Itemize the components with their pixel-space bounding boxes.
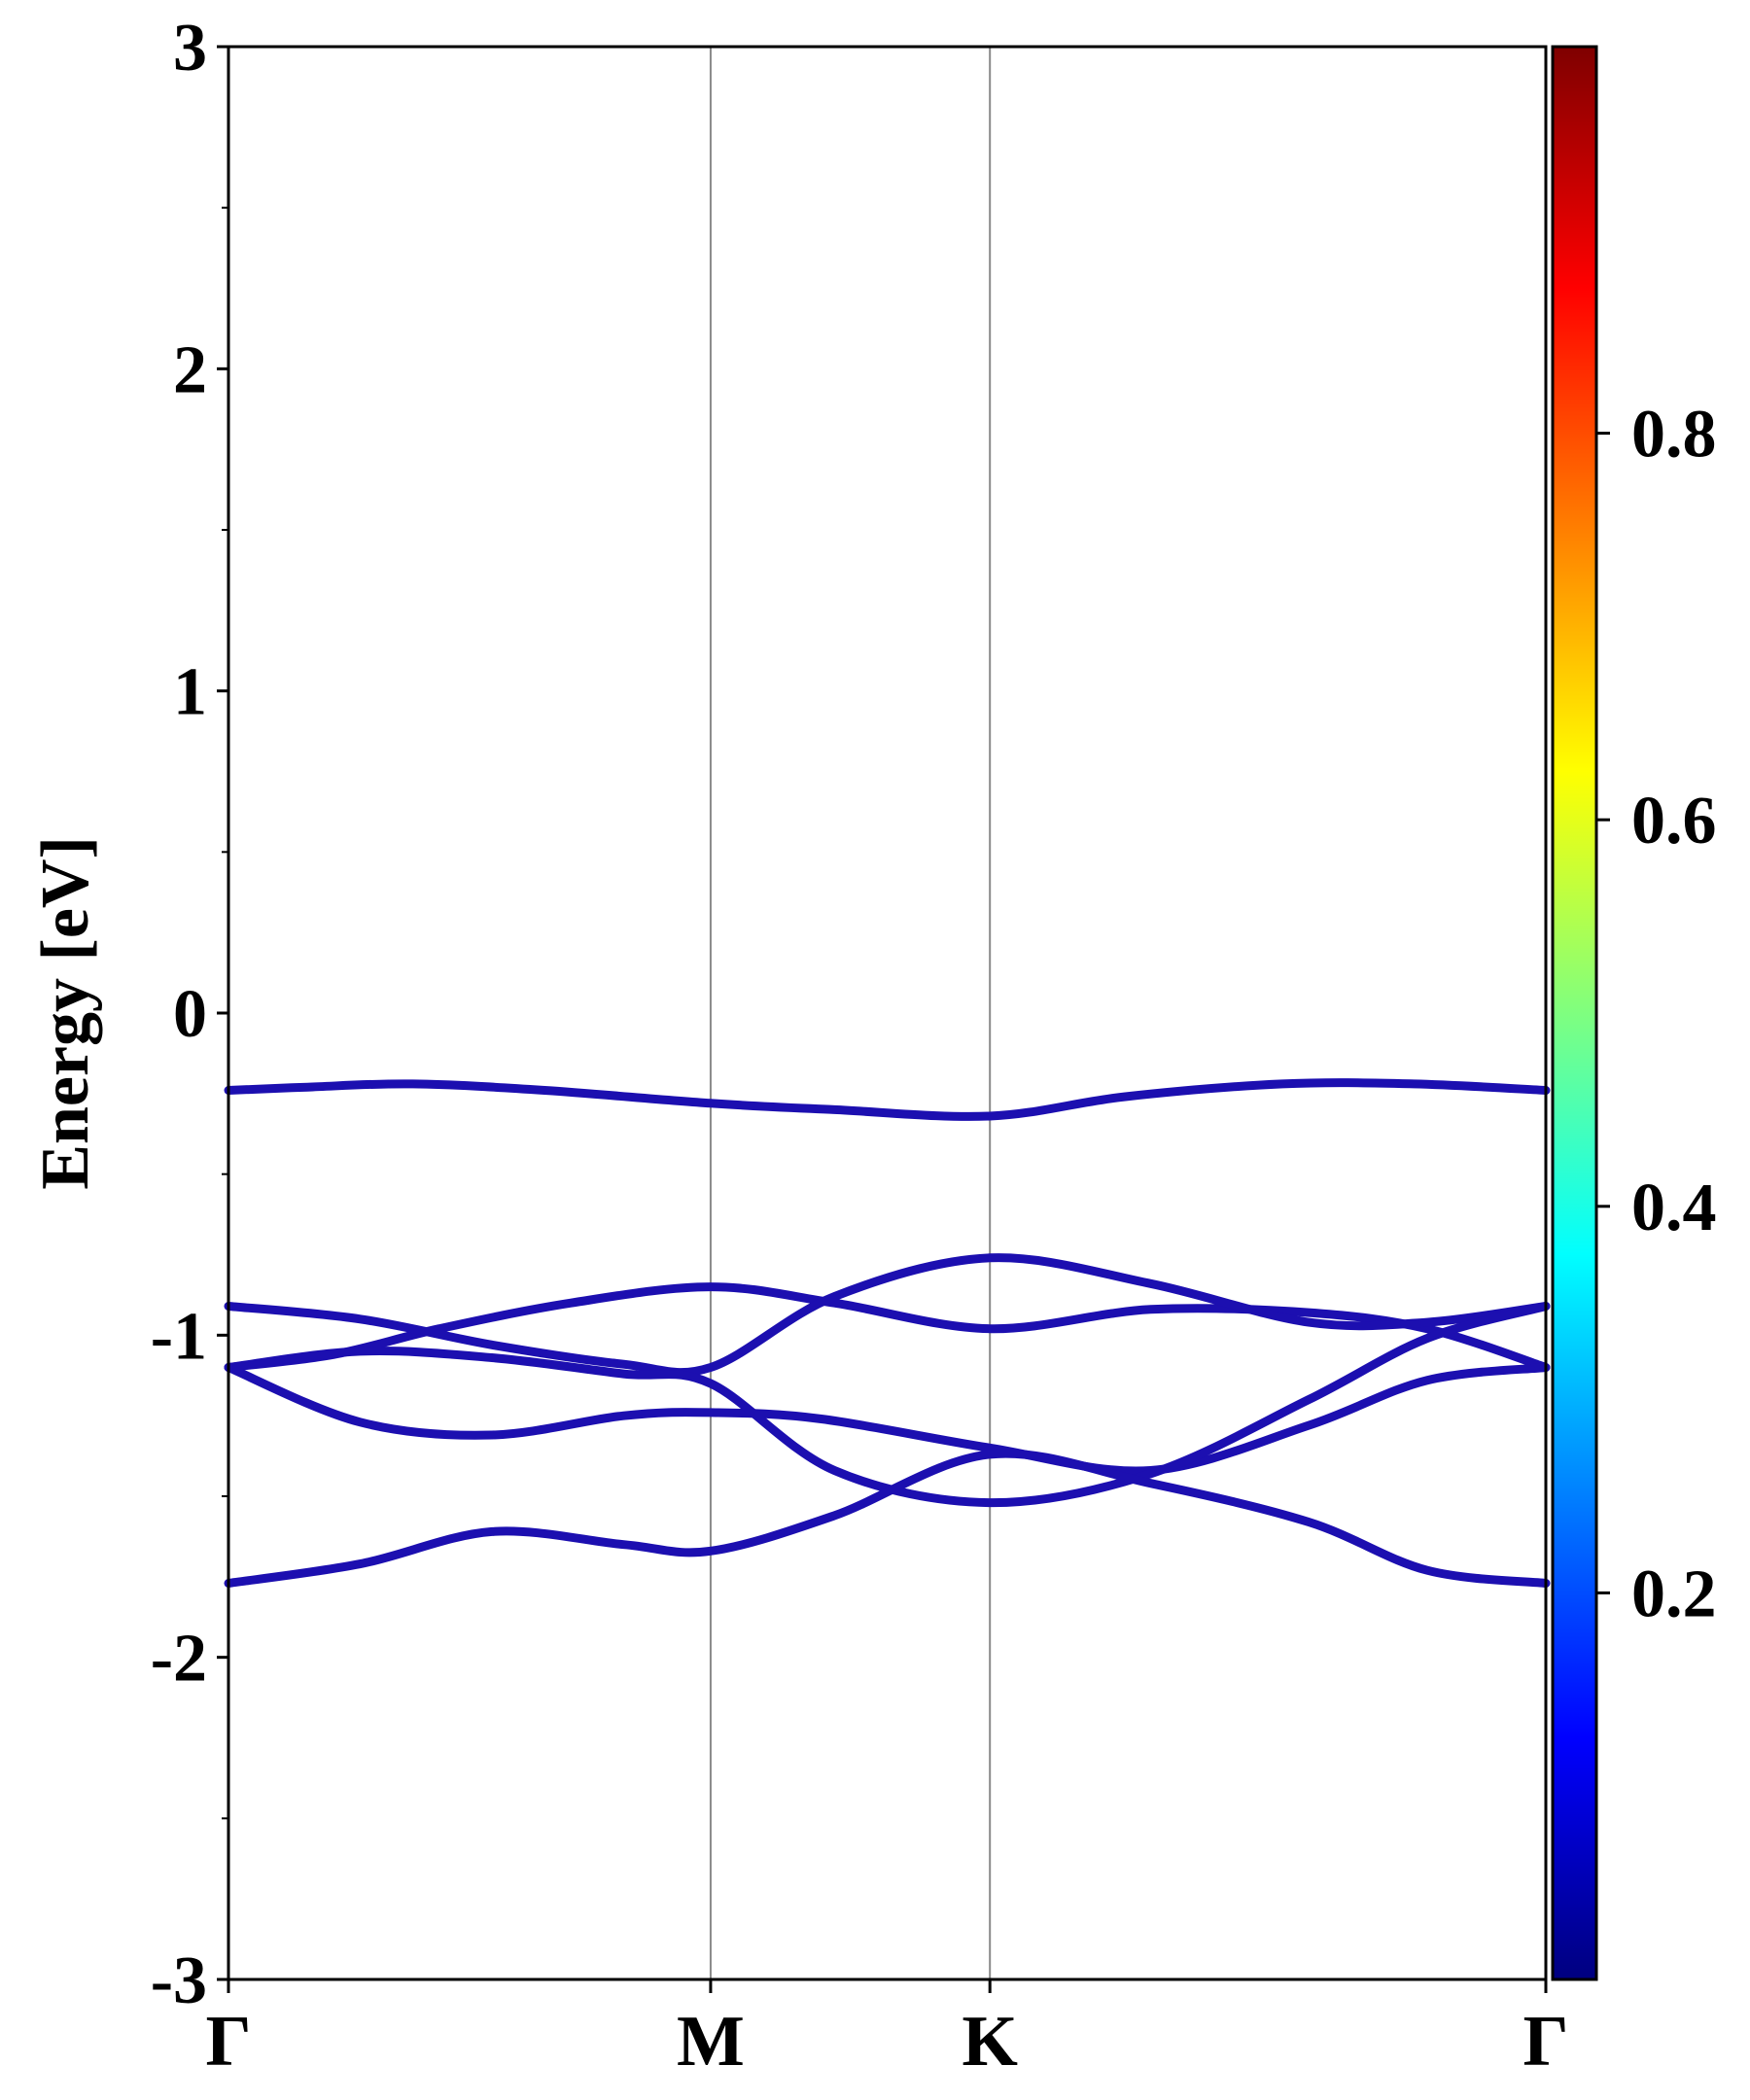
y-tick-label: 1 — [173, 655, 207, 730]
colorbar-tick-label: 0.8 — [1631, 398, 1717, 472]
band-3 — [224, 1253, 1551, 1378]
y-tick-label: -3 — [151, 1943, 207, 2018]
colorbar-ticks: 0.2 0.4 0.6 0.8 — [1596, 398, 1717, 1631]
band-4 — [224, 1363, 1551, 1476]
colorbar-tick-label: 0.4 — [1631, 1171, 1717, 1245]
kpoint-divider-lines — [709, 47, 992, 1979]
plot-frame — [227, 45, 1548, 1981]
y-tick-label: 2 — [173, 332, 207, 407]
y-axis-label: Energy [eV] — [28, 836, 103, 1190]
y-tick-label: -1 — [151, 1299, 207, 1374]
x-tick-label: M — [677, 2002, 745, 2082]
band-5 — [224, 1302, 1551, 1508]
colorbar — [1553, 47, 1596, 1979]
x-tick-label: K — [962, 2002, 1018, 2082]
band-curves — [224, 1078, 1551, 1588]
y-tick-label: -2 — [151, 1622, 207, 1697]
x-tick-label: Γ — [205, 2002, 251, 2082]
colorbar-tick-label: 0.6 — [1631, 784, 1717, 858]
colorbar-frame — [1551, 45, 1598, 1981]
x-tick-label: Γ — [1522, 2002, 1568, 2082]
y-tick-label: 3 — [173, 11, 207, 86]
y-axis-ticks: 3 2 1 0 -1 -2 -3 — [151, 11, 228, 2018]
colorbar-tick-label: 0.2 — [1631, 1557, 1717, 1631]
band-6 — [224, 1449, 1551, 1588]
y-tick-label: 0 — [173, 977, 207, 1052]
band-1 — [224, 1078, 1551, 1121]
